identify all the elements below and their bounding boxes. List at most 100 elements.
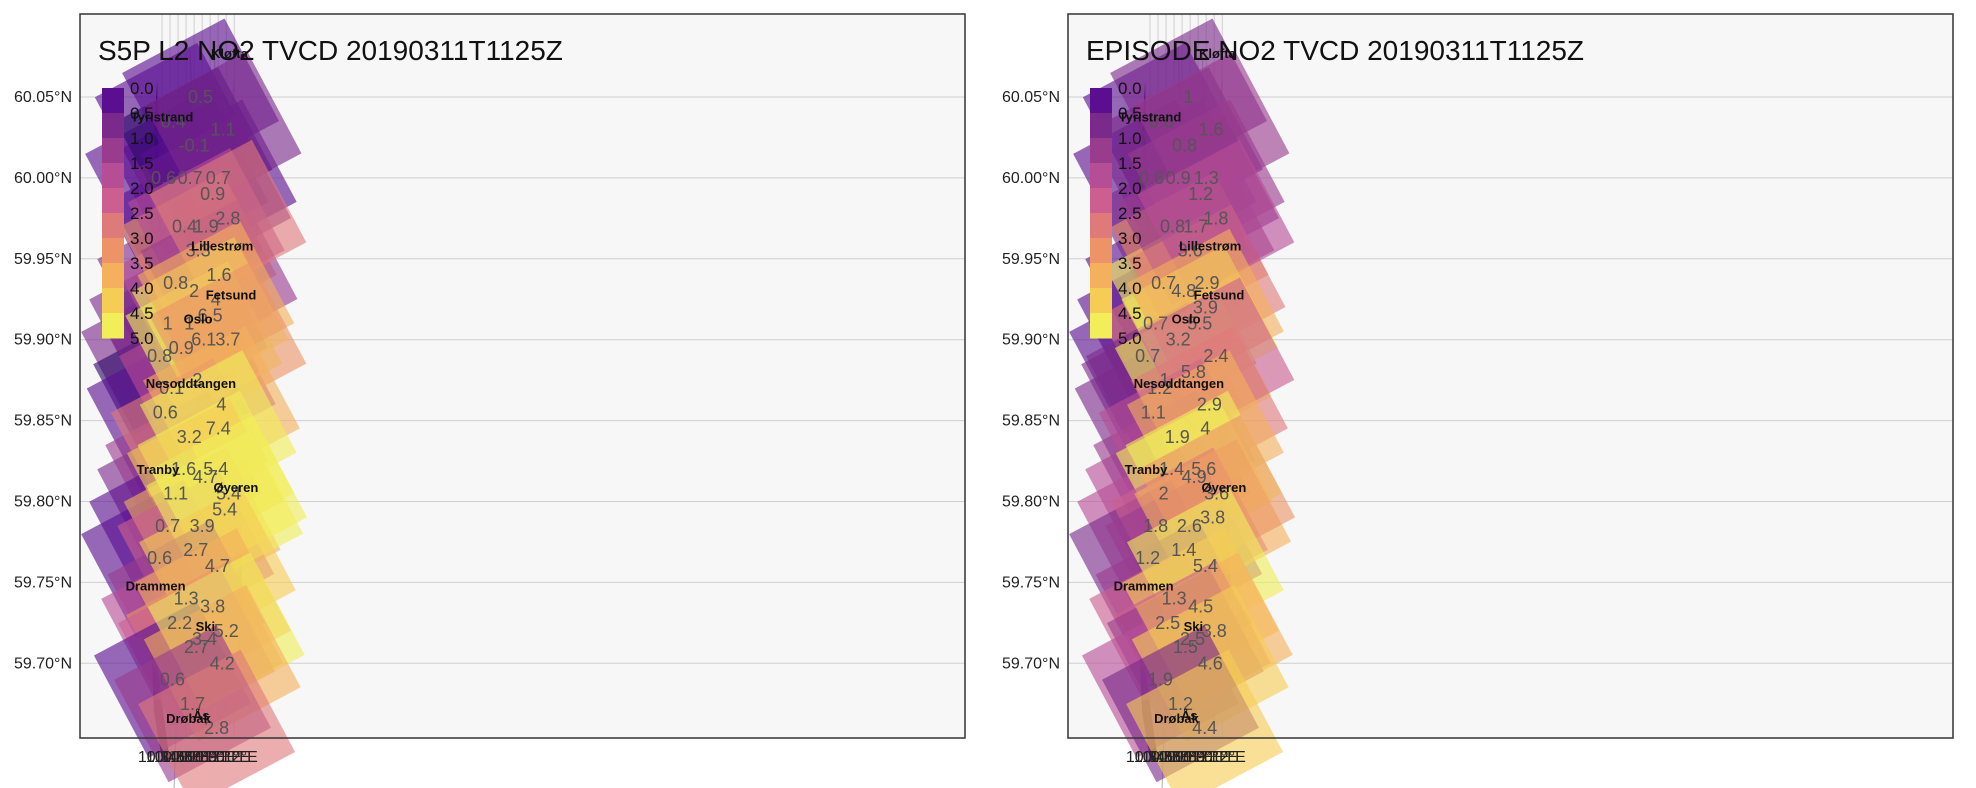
lat-tick-label: 59.90°N [1002, 332, 1060, 349]
pixel-value-label: 0.4 [172, 216, 197, 236]
pixel-value-label: 1.6 [171, 459, 196, 479]
lon-tick-label: 10.5°E [1142, 749, 1190, 766]
pixel-value-label: 0.8 [1160, 216, 1185, 236]
pixel-value-label: 5.8 [1181, 362, 1206, 382]
pixel-value-label: 4 [216, 394, 226, 414]
lat-tick-label: 59.70°N [1002, 655, 1060, 672]
pixel-value-label: 5.4 [1193, 556, 1218, 576]
map-title: S5P L2 NO2 TVCD 20190311T1125Z [98, 35, 563, 66]
pixel-value-label: 4 [211, 289, 221, 309]
pixel-value-label: 2.7 [184, 637, 209, 657]
lon-tick-label: 11.0°E [1183, 749, 1230, 766]
pixel-value-label: 1.7 [1183, 216, 1208, 236]
colorbar-segment [102, 88, 124, 114]
place-label: Ås [1181, 708, 1198, 723]
map-model: 0.60.60.70.80.90.811.21.31.60.70.71.23.2… [1002, 13, 1954, 788]
colorbar-tick-label: 2.5 [130, 204, 154, 223]
no2-pixel-layer: 0.60.60.70.80.90.811.21.31.60.70.71.23.2… [1069, 18, 1296, 788]
colorbar-tick-label: 4.0 [130, 279, 154, 298]
colorbar-tick-label: 5.0 [130, 329, 154, 348]
lat-tick-label: 59.75°N [1002, 574, 1060, 591]
place-label: Lillestrøm [191, 239, 253, 254]
place-label: Tranby [137, 462, 180, 477]
pixel-value-label: 0.1 [159, 378, 184, 398]
lat-tick-label: 59.90°N [14, 332, 72, 349]
pixel-value-label: 1 [184, 314, 194, 334]
lon-tick-label: 11.2°E [211, 749, 258, 766]
pixel-value-label: 2.6 [1177, 516, 1202, 536]
lon-tick-label: 10.3°E [138, 749, 186, 766]
place-label: Oslo [184, 312, 213, 327]
place-label: Tyristrand [1119, 109, 1182, 124]
colorbar-tick-label: 3.0 [1118, 229, 1142, 248]
pixel-value-label: 7.4 [206, 419, 231, 439]
pixel-value-label: 0.6 [1139, 168, 1164, 188]
pixel-value-label: 5.6 [1191, 459, 1216, 479]
map-frame [1067, 13, 1954, 739]
pixel-value-label: 0.9 [200, 184, 225, 204]
colorbar-tick-label: 1.0 [130, 129, 154, 148]
pixel-value-label: 1.1 [163, 483, 188, 503]
place-label: Ski [196, 619, 216, 634]
pixel-value-label: 1.8 [1203, 208, 1228, 228]
colorbar-segment [102, 213, 124, 239]
lon-tick-label: 10.9°E [186, 749, 234, 766]
place-label: Kløfta [1199, 46, 1237, 61]
pixel-value-label: 3.7 [215, 330, 240, 350]
pixel-value-label: 2.4 [1203, 346, 1228, 366]
pixel-value-label: 3.4 [192, 629, 217, 649]
lat-tick-label: 59.80°N [14, 494, 72, 511]
place-label: Drøbak [1154, 711, 1200, 726]
pixel-value-label: 1.2 [1168, 694, 1193, 714]
colorbar-tick-label: 2.0 [1118, 179, 1142, 198]
colorbar-segment [102, 188, 124, 214]
lat-tick-label: 60.00°N [1002, 170, 1060, 187]
pixel-value-label: 3.6 [1204, 483, 1229, 503]
colorbar-tick-label: 0.0 [130, 79, 154, 98]
colorbar-tick-label: 1.0 [1118, 129, 1142, 148]
colorbar-segment [1090, 288, 1112, 314]
colorbar-tick-label: 1.5 [1118, 154, 1142, 173]
pixel-value-label: 1.3 [1194, 168, 1219, 188]
pixel-value-label: 4.8 [1171, 281, 1196, 301]
place-label: Øyeren [1201, 480, 1246, 495]
pixel-value-label: 0.5 [188, 87, 213, 107]
map-title: EPISODE NO2 TVCD 20190311T1125Z [1086, 35, 1584, 66]
pixel-value-label: 2.8 [204, 718, 229, 738]
colorbar-segment [102, 138, 124, 164]
pixel-value-label: 2 [192, 370, 202, 390]
pixel-value-label: 1.9 [1165, 427, 1190, 447]
pixel-value-label: 0.4 [161, 111, 186, 131]
place-label: Drammen [126, 578, 186, 593]
pixel-value-label: 0.6 [1149, 111, 1174, 131]
panel-model: 0.6 0.6 0.7 0.8 0.9 0.8 1 1.2 1.3 1.6 0.7 0.7 1.2 3.2… [988, 0, 1976, 788]
pixel-value-label: 2.8 [215, 208, 240, 228]
pixel-value-label: 1 [1159, 370, 1169, 390]
pixel-value-label: 3.3 [186, 241, 211, 261]
pixel-value-label: 0.6 [153, 403, 178, 423]
colorbar-tick-label: 0.5 [130, 104, 154, 123]
pixel-value-label: 6.5 [198, 305, 223, 325]
pixel-value-label: 0.7 [155, 516, 180, 536]
no2-pixel[interactable] [138, 649, 296, 788]
pixel-value-label: 1.5 [1173, 637, 1198, 657]
pixel-value-label: 5.4 [216, 483, 241, 503]
colorbar-segment [1090, 163, 1112, 189]
lat-tick-label: 59.85°N [14, 413, 72, 430]
place-label: Ski [1184, 619, 1204, 634]
lon-tick-label: 11.1°E [203, 749, 250, 766]
colorbar-segment [1090, 138, 1112, 164]
no2-pixel[interactable] [1126, 649, 1284, 788]
lon-tick-label: 10.8°E [178, 749, 226, 766]
lon-tick-label: 10.5°E [154, 749, 202, 766]
pixel-value-label: 1.4 [1159, 459, 1184, 479]
pixel-value-label: 0.9 [169, 338, 194, 358]
pixel-value-label: 0.9 [1166, 168, 1191, 188]
place-label: Oslo [1172, 312, 1201, 327]
pixel-value-label: 2.9 [1197, 394, 1222, 414]
pixel-value-label: 0.7 [1135, 346, 1160, 366]
colorbar-segment [102, 163, 124, 189]
colorbar-tick-label: 3.0 [130, 229, 154, 248]
colorbar-tick-label: 4.0 [1118, 279, 1142, 298]
panel-satellite: 0.6 0.4 0.8 0.4 0.7 -0.1 0.5 0.9 0.7 1.1 1 0.8 0.1 0.… [14, 13, 966, 788]
